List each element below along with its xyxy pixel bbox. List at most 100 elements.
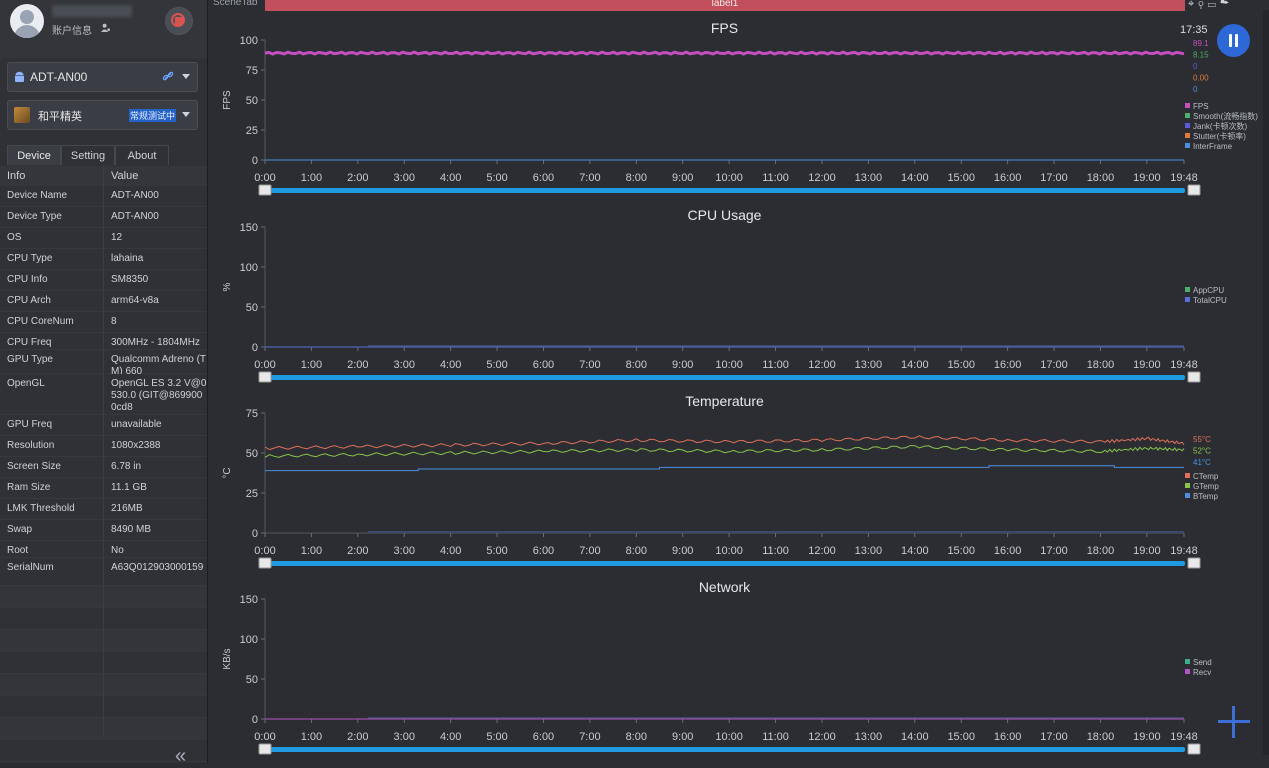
row-key: Screen Size	[7, 461, 61, 472]
x-tick-label: 13:00	[855, 359, 883, 371]
user-settings-icon[interactable]	[101, 23, 110, 32]
stop-record-button[interactable]	[165, 7, 193, 35]
x-tick-label: 7:00	[579, 359, 600, 371]
x-tick-label: 19:00	[1133, 172, 1161, 184]
cloud-icon[interactable]: ☁	[1220, 0, 1233, 10]
cpu-slider-right-handle[interactable]	[1187, 371, 1201, 383]
y-tick-label: 0	[252, 714, 258, 726]
pin-icon[interactable]: ⚲	[1198, 0, 1208, 10]
legend-label: TotalCPU	[1193, 296, 1227, 305]
device-select[interactable]: ADT-AN00	[7, 62, 198, 92]
x-tick-label: 0:00	[254, 172, 275, 184]
legend-label: Recv	[1193, 668, 1211, 677]
temp-time-range-slider	[268, 561, 1185, 566]
tab-device[interactable]: Device	[7, 145, 61, 165]
x-tick-label: 4:00	[440, 545, 461, 557]
temp-slider-left-handle[interactable]	[258, 557, 272, 569]
main-panel: SceneTab label1 ⌖⚲▭☁ FPS FPS 0 25 50 75 100 0:0…	[208, 0, 1269, 763]
x-tick-label: 2:00	[347, 359, 368, 371]
legend-label: Send	[1193, 658, 1212, 667]
scrollbar[interactable]	[1263, 10, 1269, 755]
x-tick-label: 9:00	[672, 545, 693, 557]
app-select[interactable]: 和平精英 常规测试中	[7, 100, 198, 130]
row-value: ADT-AN00	[111, 190, 159, 201]
x-tick-label: 5:00	[486, 545, 507, 557]
tab-setting[interactable]: Setting	[61, 145, 115, 165]
fps-slider-right-handle[interactable]	[1187, 184, 1201, 196]
temp-slider-right-handle[interactable]	[1187, 557, 1201, 569]
add-chart-button[interactable]	[1218, 704, 1252, 738]
legend-label: Jank(卡顿次数)	[1193, 121, 1248, 131]
x-tick-label: 5:00	[486, 731, 507, 743]
network-slider-left-handle[interactable]	[258, 743, 272, 755]
y-tick-label: 50	[246, 95, 258, 107]
y-tick-label: 150	[240, 222, 258, 234]
collapse-sidebar-icon[interactable]: «	[175, 745, 187, 767]
cpu-y-axis-label: %	[222, 282, 233, 291]
network-slider-right-handle[interactable]	[1187, 743, 1201, 755]
network-chart-title: Network	[699, 579, 751, 595]
y-tick-label: 75	[246, 65, 258, 77]
cpu-slider-left-handle[interactable]	[258, 371, 272, 383]
row-value: 8490 MB	[111, 524, 152, 535]
link-icon[interactable]	[162, 70, 174, 82]
x-tick-label: 13:00	[855, 731, 883, 743]
row-key: CPU CoreNum	[7, 316, 74, 327]
x-tick-label: 14:00	[901, 359, 929, 371]
folder-icon[interactable]: ▭	[1207, 0, 1221, 10]
x-tick-label: 13:00	[855, 172, 883, 184]
row-value: unavailable	[111, 419, 162, 430]
pause-button[interactable]	[1217, 24, 1250, 57]
network-time-range-slider	[268, 747, 1185, 752]
scene-tab[interactable]: SceneTab	[213, 0, 258, 8]
fps-chart: FPS FPS 0 25 50 75 100 0:00 1:00 2:00 3:00 4:00 5:00…	[222, 20, 1258, 196]
tab-label1[interactable]: label1	[265, 0, 1185, 11]
legend-swatch	[1185, 659, 1190, 664]
charts-area: FPS FPS 0 25 50 75 100 0:00 1:00 2:00 3:00 4:00 5:00…	[222, 20, 1258, 755]
x-tick-label: 3:00	[394, 172, 415, 184]
legend-swatch	[1185, 483, 1190, 488]
location-icon[interactable]: ⌖	[1188, 0, 1199, 10]
x-tick-label: 12:00	[808, 172, 836, 184]
fps-slider-left-handle[interactable]	[258, 184, 272, 196]
x-tick-label: 15:00	[947, 731, 975, 743]
x-tick-label: 19:48	[1170, 172, 1198, 184]
baseline-band	[368, 531, 1184, 533]
x-tick-label: 18:00	[1087, 731, 1115, 743]
x-tick-label: 14:00	[901, 172, 929, 184]
current-value-label: 0.00	[1193, 74, 1209, 83]
x-tick-label: 5:00	[486, 359, 507, 371]
row-value: Qualcomm Adreno (TM) 660	[111, 354, 207, 377]
x-tick-label: 16:00	[994, 731, 1022, 743]
avatar[interactable]	[10, 4, 44, 38]
x-tick-label: 8:00	[626, 359, 647, 371]
chevron-down-icon	[182, 112, 190, 117]
row-value: A63Q012903000159	[111, 562, 204, 573]
x-tick-label: 10:00	[715, 545, 743, 557]
x-tick-label: 18:00	[1087, 172, 1115, 184]
row-value: 216MB	[111, 503, 143, 514]
x-tick-label: 16:00	[994, 359, 1022, 371]
legend-swatch	[1185, 493, 1190, 498]
row-key: Device Type	[7, 211, 62, 222]
x-tick-label: 18:00	[1087, 359, 1115, 371]
x-tick-label: 8:00	[626, 731, 647, 743]
row-key: CPU Info	[7, 274, 48, 285]
x-tick-label: 16:00	[994, 545, 1022, 557]
x-tick-label: 11:00	[762, 172, 789, 184]
cpu-chart-title: CPU Usage	[688, 207, 762, 223]
x-tick-label: 19:48	[1170, 731, 1198, 743]
x-tick-label: 8:00	[626, 545, 647, 557]
x-tick-label: 12:00	[808, 545, 836, 557]
y-tick-label: 0	[252, 528, 258, 540]
test-status-badge: 常规测试中	[129, 109, 177, 122]
x-tick-label: 0:00	[254, 359, 275, 371]
x-tick-label: 14:00	[901, 545, 929, 557]
legend-label: BTemp	[1193, 492, 1218, 501]
x-tick-label: 6:00	[533, 545, 554, 557]
tab-about[interactable]: About	[115, 145, 169, 165]
account-info-label[interactable]: 账户信息	[52, 26, 92, 37]
x-tick-label: 7:00	[579, 545, 600, 557]
legend-label: GTemp	[1193, 482, 1219, 491]
row-key: CPU Arch	[7, 295, 51, 306]
